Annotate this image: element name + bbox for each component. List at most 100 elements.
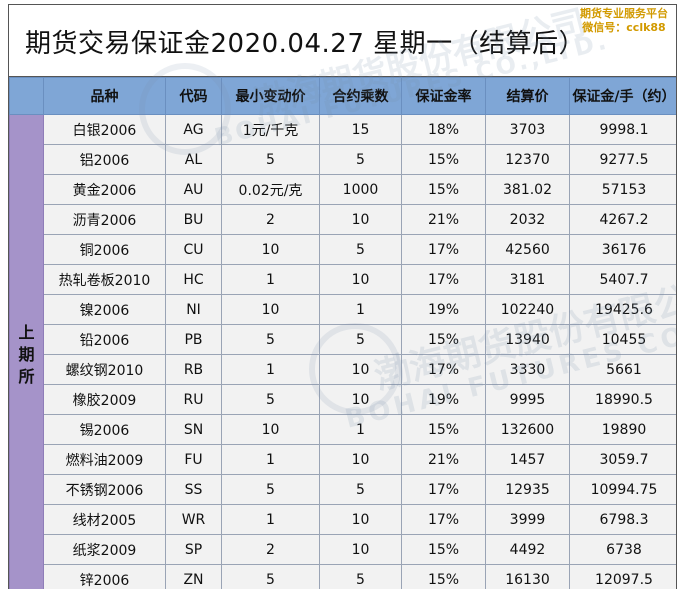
cell-tick-size: 1元/千克 [221, 114, 320, 145]
cell-code: AL [165, 144, 222, 175]
cell-code: CU [165, 234, 222, 265]
cell-settle-price: 132600 [485, 414, 570, 445]
cell-margin-per-lot: 9998.1 [569, 114, 676, 145]
cell-margin-rate: 17% [401, 354, 486, 385]
cell-margin-per-lot: 19890 [569, 414, 676, 445]
header-cell-margin-per-lot: 保证金/手（约） [569, 77, 676, 115]
cell-tick-size: 0.02元/克 [221, 174, 320, 205]
cell-settle-price: 381.02 [485, 174, 570, 205]
promo-badge: 期货专业服务平台 微信号：cclk88 [580, 7, 668, 35]
cell-settle-price: 12370 [485, 144, 570, 175]
margin-table: 品种 代码 最小变动价 合约乘数 保证金率 结算价 保证金/手（约） 上期所白银… [9, 77, 676, 589]
cell-multiplier: 10 [319, 204, 402, 235]
cell-multiplier: 10 [319, 534, 402, 565]
cell-multiplier: 1 [319, 414, 402, 445]
cell-variety: 热轧卷板2010 [43, 264, 166, 295]
cell-margin-per-lot: 5407.7 [569, 264, 676, 295]
cell-tick-size: 10 [221, 414, 320, 445]
cell-variety: 不锈钢2006 [43, 474, 166, 505]
cell-margin-per-lot: 19425.6 [569, 294, 676, 325]
cell-settle-price: 1457 [485, 444, 570, 475]
table-body: 上期所白银2006 AG 1元/千克 15 18% 3703 9998.1 铝2006 AL 5 5… [9, 114, 676, 589]
cell-multiplier: 10 [319, 384, 402, 415]
cell-settle-price: 12935 [485, 474, 570, 505]
table-row: 螺纹钢2010 RB 1 10 17% 3330 5661 [10, 354, 676, 385]
cell-variety: 燃料油2009 [43, 444, 166, 475]
table-row: 燃料油2009 FU 1 10 21% 1457 3059.7 [10, 444, 676, 475]
table-row: 镍2006 NI 10 1 19% 102240 19425.6 [10, 294, 676, 325]
cell-tick-size: 5 [221, 474, 320, 505]
promo-line-1: 期货专业服务平台 [580, 7, 668, 20]
cell-tick-size: 10 [221, 234, 320, 265]
cell-margin-per-lot: 57153 [569, 174, 676, 205]
cell-margin-rate: 15% [401, 174, 486, 205]
cell-margin-rate: 15% [401, 534, 486, 565]
cell-multiplier: 1000 [319, 174, 402, 205]
cell-margin-rate: 17% [401, 264, 486, 295]
exchange-label-char: 所 [18, 366, 35, 386]
cell-code: SS [165, 474, 222, 505]
cell-margin-rate: 17% [401, 504, 486, 535]
cell-multiplier: 5 [319, 474, 402, 505]
cell-margin-rate: 17% [401, 234, 486, 265]
cell-tick-size: 10 [221, 294, 320, 325]
cell-variety: 纸浆2009 [43, 534, 166, 565]
cell-settle-price: 9995 [485, 384, 570, 415]
cell-margin-per-lot: 6798.3 [569, 504, 676, 535]
cell-variety: 铝2006 [43, 144, 166, 175]
cell-code: NI [165, 294, 222, 325]
page-title: 期货交易保证金2020.04.27 星期一（结算后） [25, 29, 586, 59]
cell-variety: 镍2006 [43, 294, 166, 325]
cell-margin-per-lot: 10994.75 [569, 474, 676, 505]
table-row: 锌2006 ZN 5 5 15% 16130 12097.5 [10, 564, 676, 589]
header-row: 品种 代码 最小变动价 合约乘数 保证金率 结算价 保证金/手（约） [9, 77, 676, 115]
title-bar: 期货交易保证金2020.04.27 星期一（结算后） 期货专业服务平台 微信号：… [9, 5, 676, 77]
header-corner [9, 77, 44, 115]
table-row: 不锈钢2006 SS 5 5 17% 12935 10994.75 [10, 474, 676, 505]
cell-settle-price: 3330 [485, 354, 570, 385]
cell-settle-price: 102240 [485, 294, 570, 325]
cell-code: WR [165, 504, 222, 535]
cell-settle-price: 13940 [485, 324, 570, 355]
cell-tick-size: 5 [221, 144, 320, 175]
cell-multiplier: 5 [319, 564, 402, 589]
table-row: 热轧卷板2010 HC 1 10 17% 3181 5407.7 [10, 264, 676, 295]
cell-margin-per-lot: 4267.2 [569, 204, 676, 235]
cell-margin-per-lot: 18990.5 [569, 384, 676, 415]
cell-tick-size: 2 [221, 534, 320, 565]
cell-multiplier: 15 [319, 114, 402, 145]
cell-margin-per-lot: 10455 [569, 324, 676, 355]
table-row: 锡2006 SN 10 1 15% 132600 19890 [10, 414, 676, 445]
cell-code: SN [165, 414, 222, 445]
cell-variety: 锌2006 [43, 564, 166, 589]
cell-margin-per-lot: 5661 [569, 354, 676, 385]
cell-code: AU [165, 174, 222, 205]
cell-multiplier: 10 [319, 354, 402, 385]
cell-margin-rate: 15% [401, 564, 486, 589]
cell-variety: 黄金2006 [43, 174, 166, 205]
cell-tick-size: 1 [221, 354, 320, 385]
header-cell-code: 代码 [165, 77, 222, 115]
cell-code: ZN [165, 564, 222, 589]
cell-code: FU [165, 444, 222, 475]
cell-code: HC [165, 264, 222, 295]
cell-variety: 沥青2006 [43, 204, 166, 235]
exchange-label: 上期所 [9, 114, 44, 589]
promo-line-2: 微信号：cclk88 [582, 21, 666, 34]
cell-settle-price: 4492 [485, 534, 570, 565]
cell-code: PB [165, 324, 222, 355]
cell-variety: 螺纹钢2010 [43, 354, 166, 385]
cell-margin-per-lot: 9277.5 [569, 144, 676, 175]
cell-settle-price: 3999 [485, 504, 570, 535]
cell-multiplier: 1 [319, 294, 402, 325]
cell-variety: 橡胶2009 [43, 384, 166, 415]
cell-margin-rate: 19% [401, 294, 486, 325]
margin-sheet: 期货交易保证金2020.04.27 星期一（结算后） 期货专业服务平台 微信号：… [8, 4, 677, 589]
table-header: 品种 代码 最小变动价 合约乘数 保证金率 结算价 保证金/手（约） [9, 77, 676, 115]
header-cell-settle-price: 结算价 [485, 77, 570, 115]
table-row: 橡胶2009 RU 5 10 19% 9995 18990.5 [10, 384, 676, 415]
cell-tick-size: 5 [221, 384, 320, 415]
cell-margin-rate: 15% [401, 324, 486, 355]
table-row: 上期所白银2006 AG 1元/千克 15 18% 3703 9998.1 [9, 114, 676, 589]
cell-multiplier: 10 [319, 504, 402, 535]
